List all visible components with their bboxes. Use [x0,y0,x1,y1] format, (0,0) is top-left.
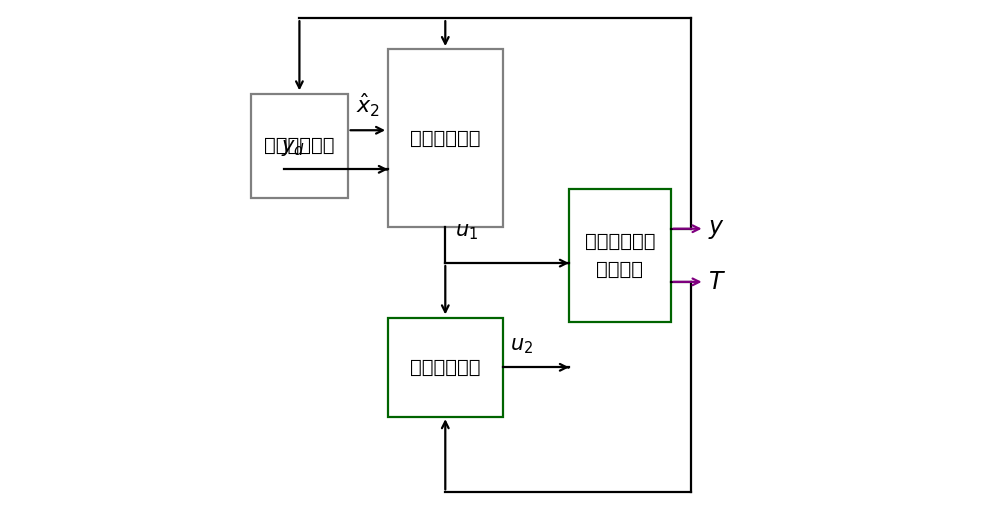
FancyBboxPatch shape [569,189,671,321]
Text: 甲醇自热重整
制氢装置: 甲醇自热重整 制氢装置 [585,232,655,279]
FancyBboxPatch shape [251,94,348,198]
Text: $\hat{x}_2$: $\hat{x}_2$ [356,91,380,119]
Text: $u_1$: $u_1$ [455,222,478,242]
FancyBboxPatch shape [388,318,503,417]
Text: 自适应控制器: 自适应控制器 [410,129,481,147]
Text: $T$: $T$ [708,270,726,294]
FancyBboxPatch shape [388,49,503,227]
Text: $u_2$: $u_2$ [510,336,534,356]
Text: $y$: $y$ [708,217,725,241]
Text: 高增益观测器: 高增益观测器 [264,137,335,155]
Text: $y_d$: $y_d$ [281,138,305,158]
Text: 变比值控制器: 变比值控制器 [410,358,481,377]
